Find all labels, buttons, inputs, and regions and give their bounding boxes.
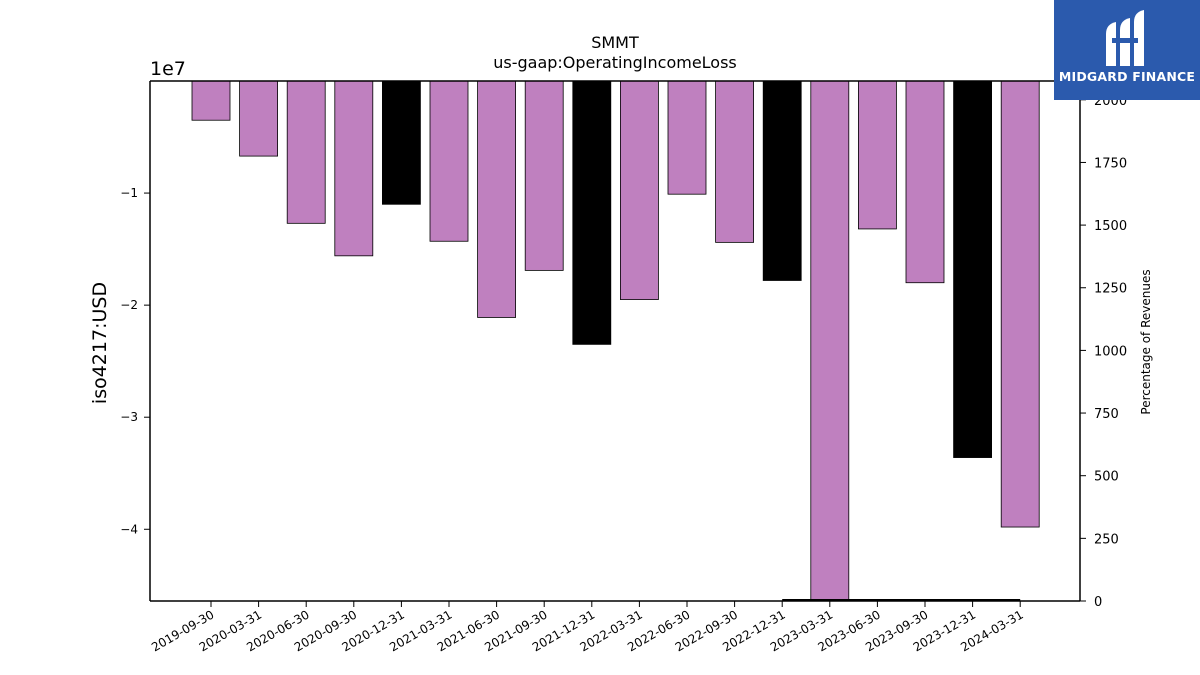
y-axis-label: iso4217:USD [89, 282, 111, 404]
bar-2020-06-30 [286, 80, 326, 224]
logo-text: MIDGARD FINANCE [1058, 69, 1196, 84]
bar-2021-03-31 [429, 80, 469, 242]
y2-axis-label: Percentage of Revenues [1139, 269, 1153, 414]
chart-subtitle: us-gaap:OperatingIncomeLoss [493, 53, 737, 72]
bar-2020-09-30 [334, 80, 374, 257]
bar-2022-06-30 [667, 80, 707, 195]
y2-tick-label: 1500 [1094, 219, 1127, 234]
y-offset-label: 1e7 [150, 58, 186, 80]
y-tick-label: −2 [120, 298, 138, 312]
bar-2023-09-30 [905, 80, 945, 284]
y-tick-label: −3 [120, 410, 138, 424]
bar-2024-03-31 [1000, 80, 1040, 528]
bar-2023-03-31 [810, 80, 850, 602]
bar-2021-12-31 [572, 80, 612, 345]
y2-tick-label: 0 [1094, 595, 1102, 610]
bar-2023-12-31 [953, 80, 992, 458]
bar-2022-12-31 [762, 80, 802, 281]
y2-tick-label: 1750 [1094, 156, 1127, 171]
y2-tick-label: 1000 [1094, 344, 1127, 359]
bar-2023-06-30 [858, 80, 897, 230]
bar-2021-09-30 [524, 80, 564, 271]
y-tick-label: −4 [120, 522, 138, 536]
y-tick-label: −1 [120, 186, 138, 200]
bar-2020-03-31 [239, 80, 279, 157]
chart-title: SMMT [591, 33, 639, 52]
y2-tick-label: 500 [1094, 470, 1119, 485]
y2-tick-label: 1250 [1094, 282, 1127, 297]
y2-tick-label: 250 [1094, 532, 1119, 547]
logo-mark-icon [1106, 10, 1144, 66]
bar-2020-12-31 [381, 80, 421, 205]
brand-logo: MIDGARD FINANCE [1054, 0, 1200, 100]
bar-2022-03-31 [620, 80, 659, 300]
bar-2021-06-30 [477, 80, 517, 318]
bar-2019-09-30 [191, 80, 231, 121]
y2-tick-label: 750 [1094, 407, 1119, 422]
bar-2022-09-30 [715, 80, 754, 243]
bars-group [191, 80, 1040, 602]
